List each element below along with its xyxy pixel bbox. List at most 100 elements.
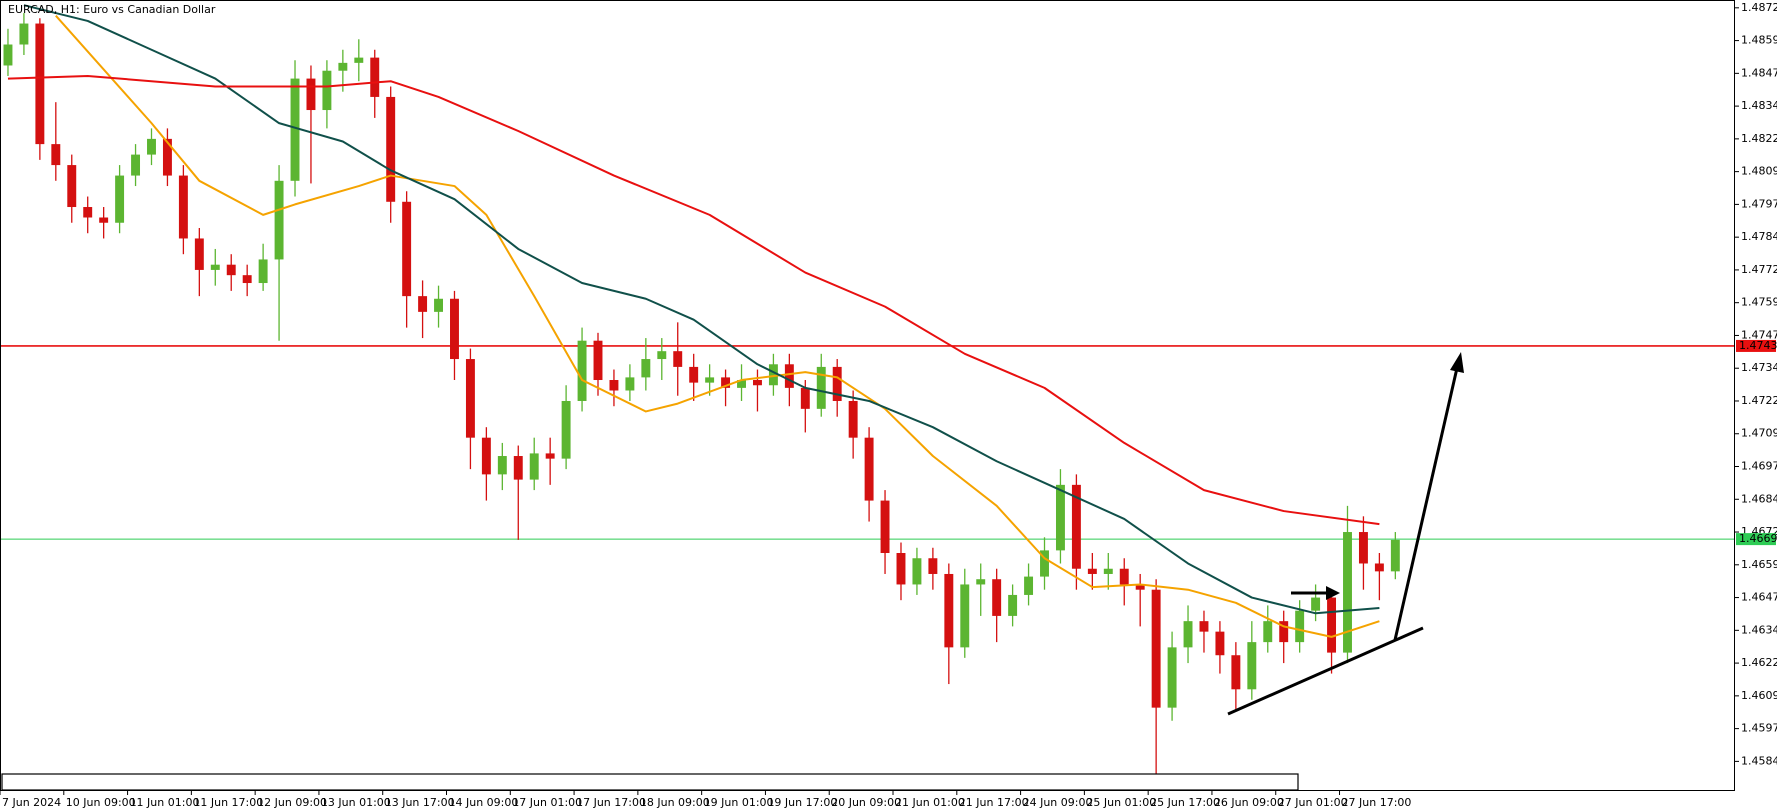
candle-body: [1119, 568, 1129, 585]
candle-body: [115, 175, 125, 223]
candle-body: [1231, 655, 1241, 690]
candle-body: [147, 138, 156, 155]
candle-body: [306, 78, 316, 111]
candle-body: [274, 180, 284, 260]
candle-body: [1055, 484, 1065, 551]
candle-body: [545, 453, 555, 459]
candle-body: [418, 296, 428, 312]
candle-body: [242, 275, 252, 284]
candle-body: [513, 456, 523, 480]
candle-body: [944, 573, 954, 648]
candle-body: [1327, 597, 1337, 653]
candle-body: [481, 437, 491, 475]
candle-body: [210, 264, 220, 270]
candle-body: [529, 453, 539, 480]
candle-body: [784, 364, 794, 388]
trendline: [1227, 626, 1424, 716]
x-tick-label: 18 Jun 09:00: [640, 796, 710, 809]
y-tick-label: 1.46220: [1741, 656, 1777, 669]
candle-body: [19, 23, 29, 45]
y-tick-label: 1.45970: [1741, 722, 1777, 735]
x-tick-label: 12 Jun 09:00: [257, 796, 327, 809]
y-tick-label: 1.47595: [1741, 296, 1777, 309]
candle-body: [673, 351, 683, 367]
candle-body: [1279, 621, 1289, 643]
candle-body: [928, 558, 938, 574]
y-tick-label: 1.48470: [1741, 66, 1777, 79]
candle-body: [960, 584, 970, 648]
candle-body: [768, 364, 778, 386]
candle-body: [290, 78, 300, 181]
x-tick-label: 25 Jun 17:00: [1150, 796, 1220, 809]
x-tick-label: 13 Jun 01:00: [321, 796, 391, 809]
candle-body: [354, 57, 364, 63]
x-tick-label: 25 Jun 01:00: [1086, 796, 1156, 809]
candle-body: [1247, 642, 1257, 690]
y-tick-label: 1.48595: [1741, 34, 1777, 47]
x-tick-label: 14 Jun 09:00: [449, 796, 519, 809]
y-tick-label: 1.48095: [1741, 165, 1777, 178]
y-tick-label: 1.48720: [1741, 1, 1777, 14]
x-tick-label: 24 Jun 09:00: [1023, 796, 1093, 809]
candle-body: [194, 238, 204, 270]
candle-body: [178, 175, 188, 239]
candle-body: [370, 57, 380, 97]
price-label-box: [1736, 533, 1776, 546]
price-label: 1.47430: [1739, 339, 1777, 352]
candle-body: [1199, 621, 1209, 632]
plot-area: [0, 4, 1735, 784]
y-tick-label: 1.47970: [1741, 197, 1777, 210]
candle-body: [641, 359, 651, 378]
candle-body: [131, 154, 141, 176]
arrow-big-head: [1450, 352, 1464, 373]
candle-body: [896, 553, 906, 585]
x-tick-label: 20 Jun 09:00: [831, 796, 901, 809]
candle-body: [625, 377, 635, 391]
x-tick-label: 21 Jun 01:00: [895, 796, 965, 809]
y-tick-label: 1.48220: [1741, 132, 1777, 145]
candle-body: [1390, 539, 1400, 572]
price-label: 1.46693: [1739, 532, 1777, 545]
candle-body: [976, 579, 986, 585]
candle-body: [1215, 631, 1225, 656]
candle-body: [1358, 532, 1368, 564]
y-tick-label: 1.46095: [1741, 689, 1777, 702]
candle-body: [1183, 621, 1193, 648]
candle-body: [83, 207, 93, 218]
candle-body: [386, 96, 396, 202]
y-tick-label: 1.47345: [1741, 361, 1777, 374]
candle-body: [657, 351, 667, 360]
arrow-small-head: [1326, 586, 1340, 600]
candle-body: [35, 23, 45, 145]
x-tick-label: 13 Jun 17:00: [385, 796, 455, 809]
candle-body: [1263, 621, 1273, 643]
x-tick-label: 19 Jun 17:00: [767, 796, 837, 809]
y-tick-label: 1.46845: [1741, 492, 1777, 505]
candle-body: [1087, 568, 1097, 574]
y-tick-label: 1.47095: [1741, 427, 1777, 440]
candle-body: [465, 359, 475, 438]
candle-body: [816, 366, 826, 409]
x-tick-label: 17 Jun 01:00: [512, 796, 582, 809]
x-tick-label: 11 Jun 17:00: [193, 796, 263, 809]
candle-body: [689, 366, 699, 383]
candle-body: [226, 264, 236, 276]
x-tick-label: 7 Jun 2024: [2, 796, 61, 809]
candle-body: [67, 165, 77, 208]
candle-body: [992, 579, 1002, 616]
moving-average: [23, 4, 1380, 615]
y-tick-label: 1.46970: [1741, 460, 1777, 473]
price-label-box: [1736, 339, 1776, 352]
moving-average: [55, 15, 1380, 638]
candle-body: [497, 456, 507, 475]
candle-body: [721, 377, 731, 388]
y-tick-label: 1.47720: [1741, 263, 1777, 276]
candle-body: [800, 387, 810, 409]
candle-body: [162, 138, 172, 176]
y-tick-label: 1.47470: [1741, 328, 1777, 341]
candle-body: [1024, 576, 1034, 595]
candle-body: [51, 144, 61, 166]
candle-body: [880, 500, 890, 554]
x-tick-label: 17 Jun 17:00: [576, 796, 646, 809]
